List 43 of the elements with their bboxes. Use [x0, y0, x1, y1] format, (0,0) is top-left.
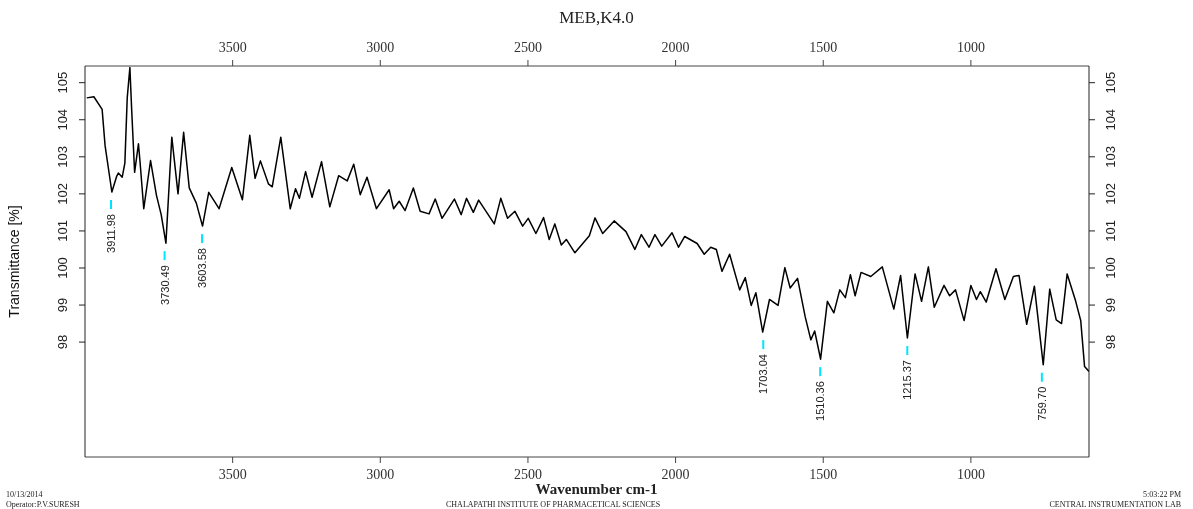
- y-tick-label: 103: [55, 145, 71, 168]
- y2-tick-label: 102: [1103, 183, 1119, 205]
- annotation: 3730.49: [158, 265, 171, 305]
- chart-title: MEB,K4.0: [558, 8, 635, 28]
- y2-tick-label: 105: [1103, 71, 1119, 94]
- y-tick-label: 104: [55, 108, 71, 131]
- annotation: 3603.58: [196, 248, 209, 288]
- y-tick-label: 100: [55, 257, 71, 279]
- x2-tick-label: 3000: [366, 40, 395, 55]
- y-tick-label: 102: [55, 183, 71, 205]
- y-tick-label: 101: [55, 220, 71, 242]
- x2-tick-label: 1000: [956, 40, 985, 55]
- y-tick-label: 99: [55, 297, 71, 313]
- annotation: 1510.36: [814, 381, 827, 421]
- x2-tick-label: 2000: [661, 40, 690, 55]
- y2-tick-label: 103: [1103, 145, 1119, 168]
- annotation: 1215.37: [901, 360, 914, 400]
- x-axis-title: Wavenumber cm-1: [535, 481, 658, 497]
- x2-tick-label: 3500: [218, 40, 247, 55]
- text: Operator:P.V.SURESH: [6, 500, 80, 509]
- annotation: 1703.04: [757, 354, 770, 394]
- x-tick-label: 2500: [513, 467, 542, 482]
- text: 5:03:22 PM: [1142, 490, 1181, 499]
- x2-tick-label: 2500: [513, 40, 542, 55]
- y2-tick-label: 104: [1103, 108, 1119, 131]
- x-tick-label: 2000: [661, 467, 690, 482]
- y-tick-label: 105: [55, 71, 71, 94]
- y2-tick-label: 101: [1103, 220, 1119, 242]
- annotation: 3911.98: [104, 214, 117, 253]
- text: CENTRAL INSTRUMENTATION LAB: [1049, 500, 1181, 509]
- y2-tick-label: 98: [1103, 334, 1119, 350]
- text: 10/13/2014: [6, 490, 43, 499]
- x-tick-label: 3500: [218, 467, 247, 482]
- annotation: 759.70: [1035, 386, 1048, 421]
- x-tick-label: 1000: [956, 467, 985, 482]
- x2-tick-label: 1500: [809, 40, 838, 55]
- x-tick-label: 3000: [366, 467, 395, 482]
- y-axis-title: Transmittance [%]: [5, 205, 22, 318]
- text: CHALAPATHI INSTITUTE OF PHARMACETICAL SCIENCES: [446, 500, 661, 509]
- x-tick-label: 1500: [809, 467, 838, 482]
- y-tick-label: 98: [55, 334, 71, 350]
- y2-tick-label: 99: [1103, 297, 1119, 313]
- y2-tick-label: 100: [1103, 257, 1119, 279]
